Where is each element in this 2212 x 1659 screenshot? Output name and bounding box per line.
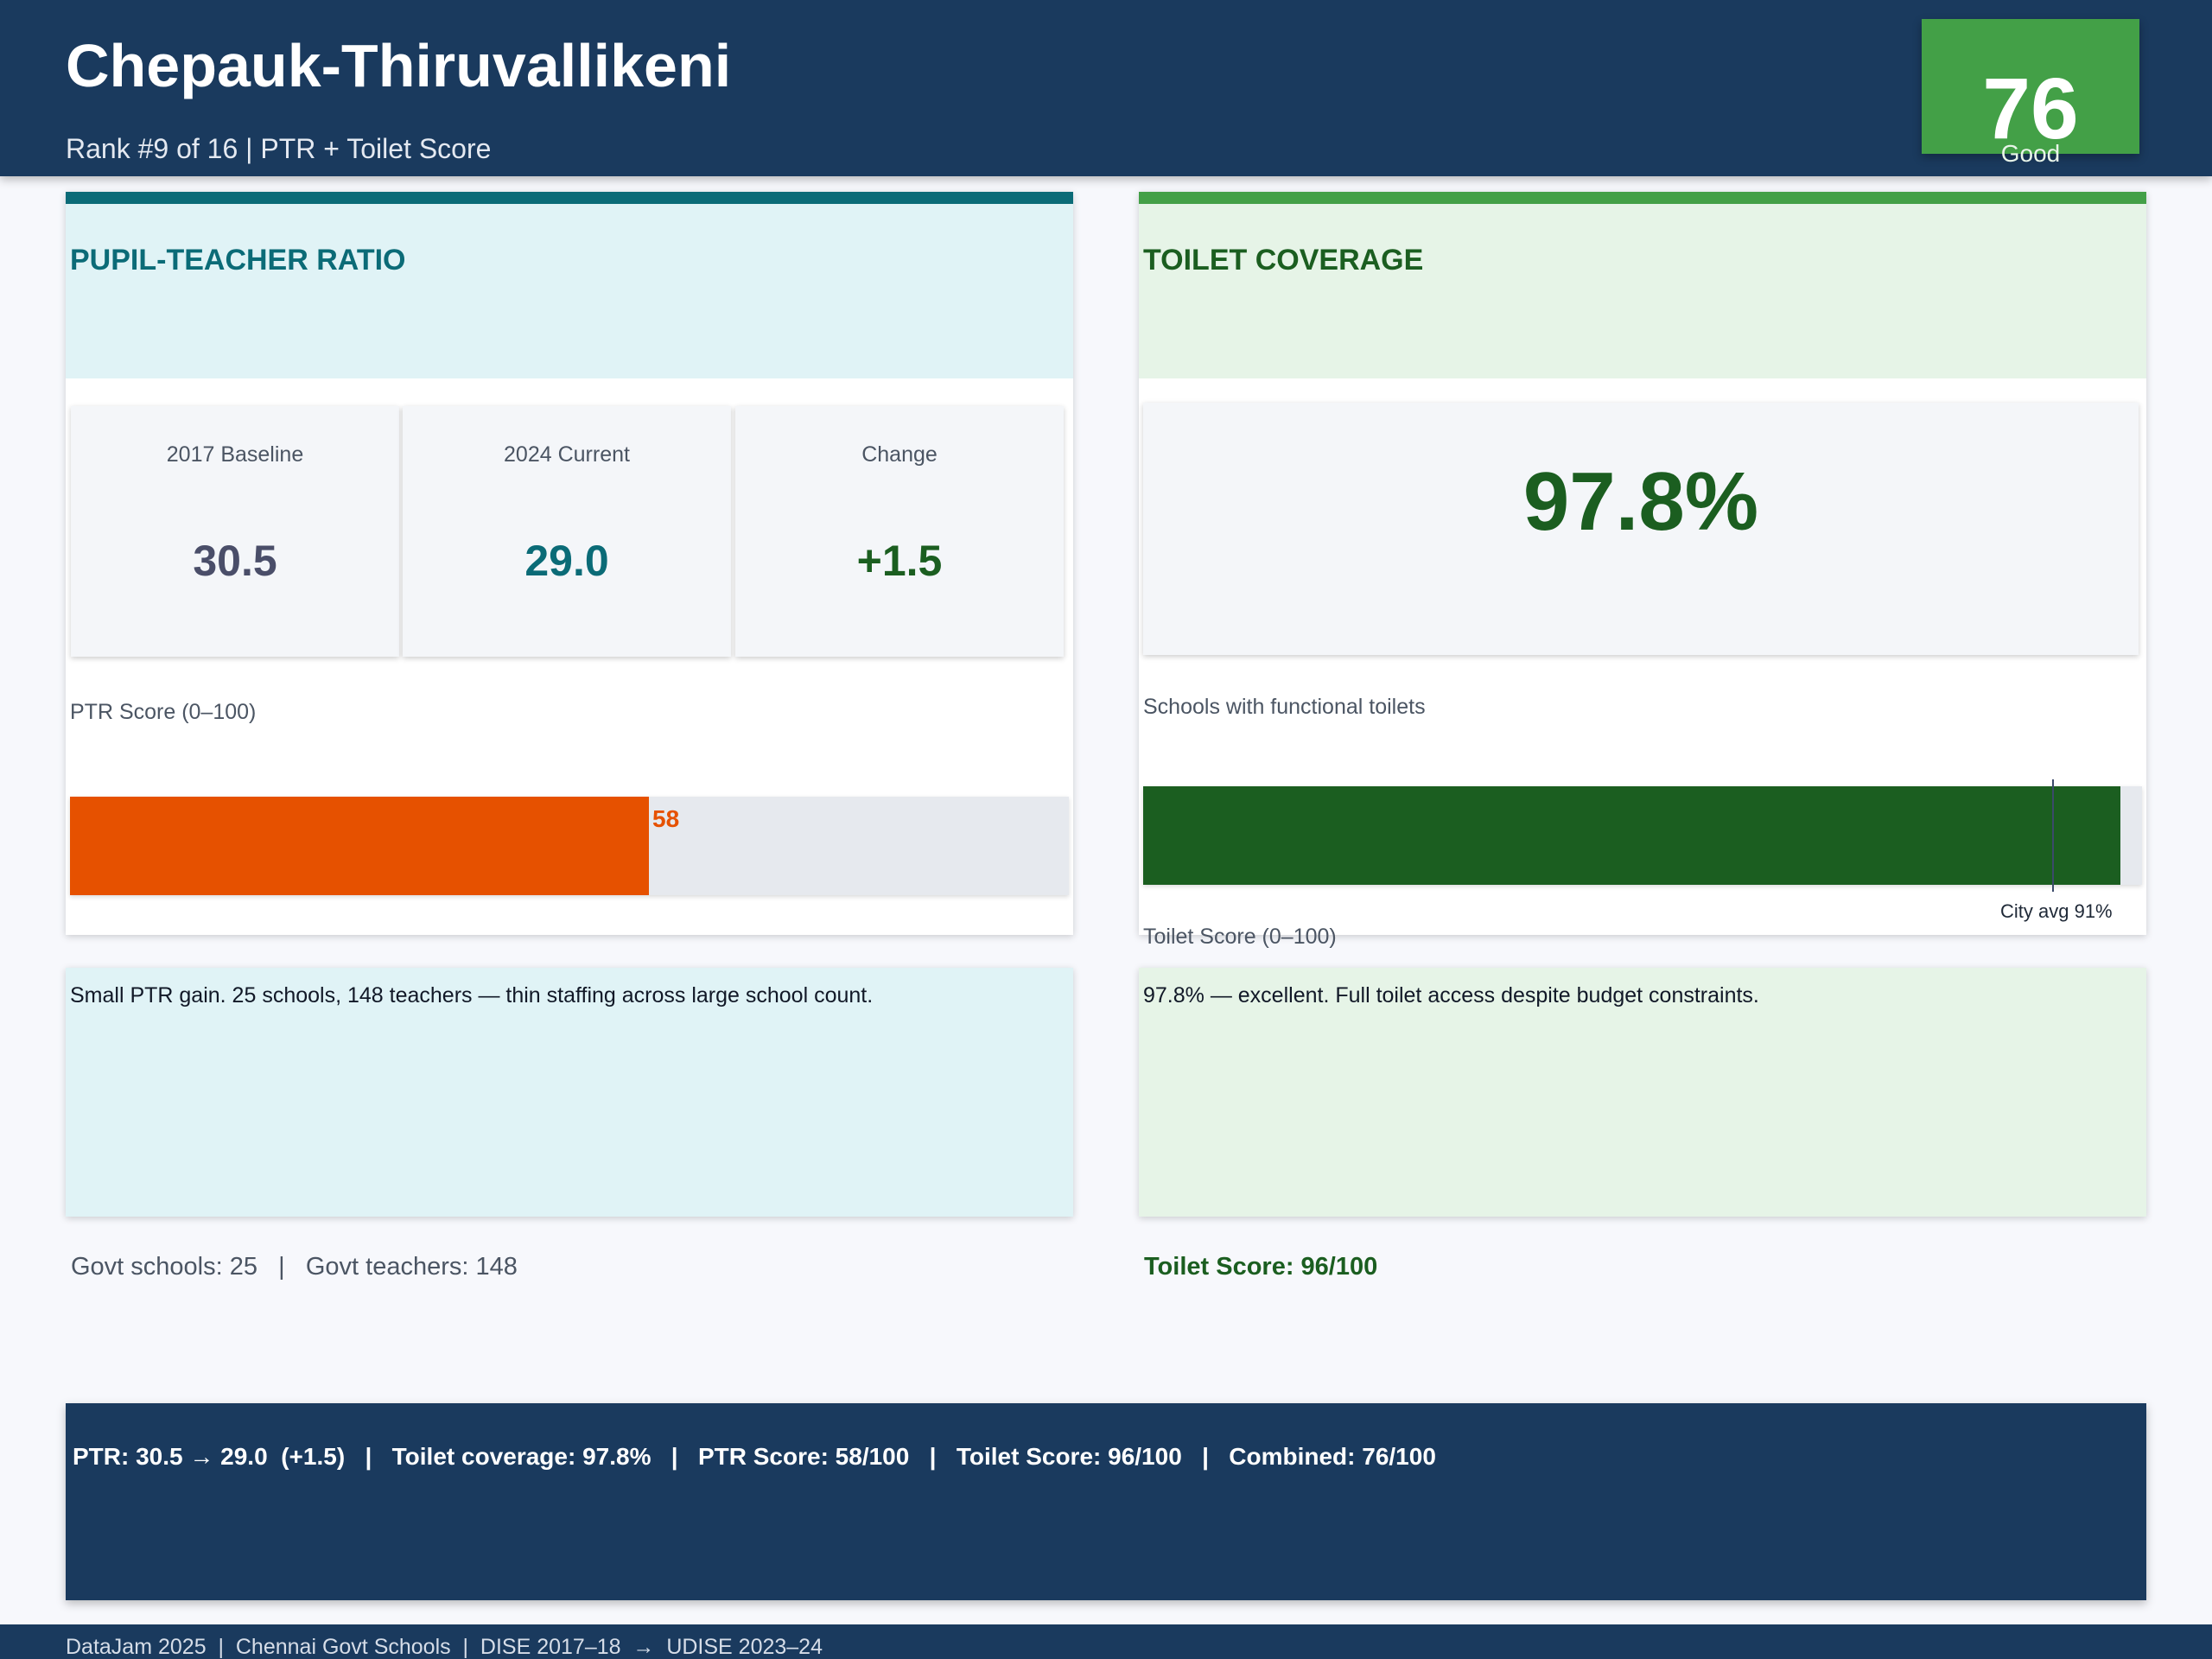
ptr-panel-title: PUPIL-TEACHER RATIO (70, 244, 406, 276)
ptr-stat-change: Change +1.5 (735, 406, 1064, 657)
ptr-score-bar (70, 797, 1069, 895)
combined-score-badge: 76 Good (1922, 19, 2139, 167)
stat-value: +1.5 (856, 537, 943, 585)
combined-score-value: 76 (1982, 60, 2079, 157)
footer-bar: DataJam 2025 | Chennai Govt Schools | DI… (0, 1624, 2212, 1659)
toilet-coverage-caption: Schools with functional toilets (1143, 695, 1426, 719)
toilet-score-caption: Toilet Score (0–100) (1143, 925, 1337, 949)
toilet-coverage-bar-fill (1143, 786, 2120, 885)
toilet-coverage-card: 97.8% (1143, 403, 2139, 655)
stat-value: 30.5 (193, 537, 277, 585)
stat-label: 2017 Baseline (166, 442, 304, 467)
toilet-panel-header: TOILET COVERAGE (1139, 204, 2146, 378)
ptr-stat-current: 2024 Current 29.0 (403, 406, 731, 657)
toilet-note-text: 97.8% — excellent. Full toilet access de… (1143, 983, 1759, 1007)
ptr-note-box: Small PTR gain. 25 schools, 148 teachers… (66, 968, 1073, 1217)
stat-value: 29.0 (524, 537, 609, 585)
ptr-score-bar-fill (70, 797, 649, 895)
ptr-note-text: Small PTR gain. 25 schools, 148 teachers… (70, 983, 874, 1007)
page-subtitle: Rank #9 of 16 | PTR + Toilet Score (66, 133, 492, 164)
city-average-label: City avg 91% (2000, 900, 2113, 922)
stat-label: Change (861, 442, 938, 467)
footer-text: DataJam 2025 | Chennai Govt Schools | DI… (66, 1635, 823, 1659)
ptr-facts: Govt schools: 25 | Govt teachers: 148 (71, 1253, 518, 1281)
summary-text: PTR: 30.5 → 29.0 (+1.5) | Toilet coverag… (73, 1443, 1436, 1470)
toilet-panel-title: TOILET COVERAGE (1143, 244, 1424, 276)
header-bar: Chepauk-Thiruvallikeni Rank #9 of 16 | P… (0, 0, 2212, 176)
stat-label: 2024 Current (504, 442, 630, 467)
toilet-note-box: 97.8% — excellent. Full toilet access de… (1139, 968, 2146, 1217)
toilet-coverage-bar (1143, 779, 2142, 892)
toilet-panel-accent-stripe (1139, 192, 2146, 204)
ptr-stat-baseline: 2017 Baseline 30.5 (71, 406, 399, 657)
toilet-coverage-value: 97.8% (1522, 455, 1759, 548)
toilet-score-line: Toilet Score: 96/100 (1144, 1253, 1378, 1281)
city-average-marker (2052, 779, 2054, 892)
toilet-panel: TOILET COVERAGE 97.8% Schools with funct… (1139, 192, 2146, 949)
ptr-panel: PUPIL-TEACHER RATIO 2017 Baseline 30.5 2… (66, 192, 1073, 935)
combined-score-grade: Good (2000, 140, 2061, 167)
page-title: Chepauk-Thiruvallikeni (66, 32, 732, 99)
ptr-score-caption: PTR Score (0–100) (70, 700, 257, 724)
summary-bar: PTR: 30.5 → 29.0 (+1.5) | Toilet coverag… (66, 1403, 2146, 1600)
ptr-panel-accent-stripe (66, 192, 1073, 204)
ptr-panel-header: PUPIL-TEACHER RATIO (66, 204, 1073, 378)
ptr-score-bar-label: 58 (652, 805, 680, 832)
